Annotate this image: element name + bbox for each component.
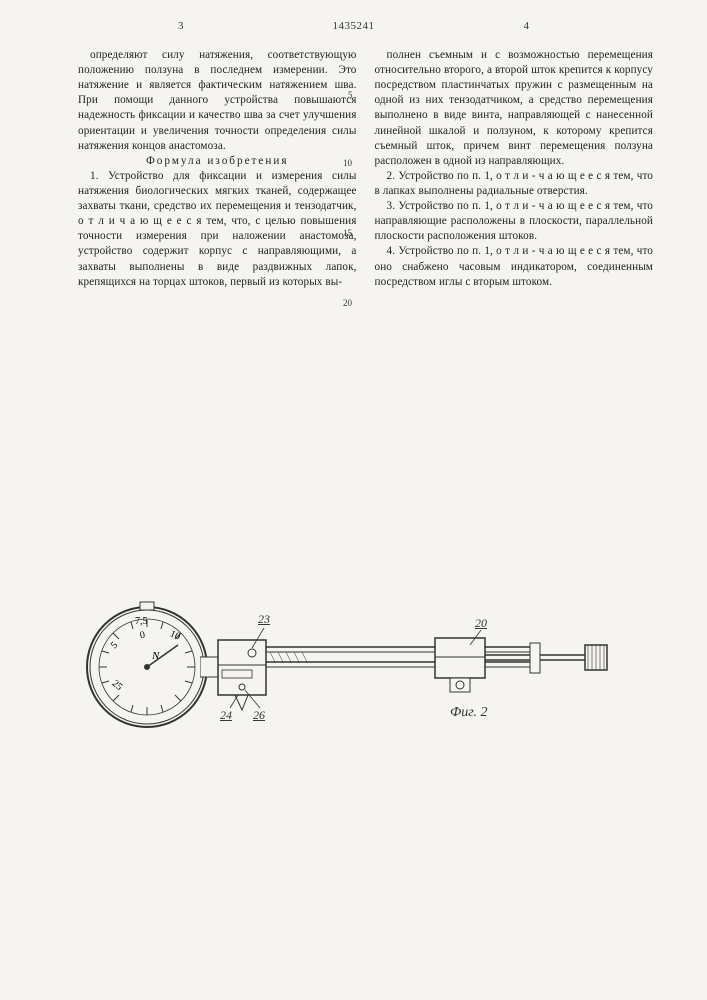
figure-2: 0 25 5 7,5 10 N [80,540,640,780]
left-column: определяют силу натяжения, соответствующ… [78,48,357,290]
leader-lines [80,540,640,780]
paragraph: определяют силу натяжения, соответствующ… [78,48,357,154]
right-column: полнен съемным и с возможностью перемеще… [375,48,654,290]
paragraph: 4. Устройство по п. 1, о т л и - ч а ю щ… [375,244,654,289]
figure-caption: Фиг. 2 [450,705,488,721]
paragraph: 2. Устройство по п. 1, о т л и - ч а ю щ… [375,169,654,199]
paragraph: 1. Устройство для фиксации и измерения с… [78,169,357,290]
paragraph: 3. Устройство по п. 1, о т л и - ч а ю щ… [375,199,654,244]
line-number: 20 [343,298,352,308]
patent-number: 1435241 [333,20,375,32]
formula-heading: Формула изобретения [78,154,357,169]
page-number-left: 3 [178,20,184,32]
text-columns: определяют силу натяжения, соответствующ… [78,48,653,290]
paragraph: полнен съемным и с возможностью перемеще… [375,48,654,169]
patent-page: 3 1435241 4 5 10 15 20 определяют силу н… [0,0,707,1000]
page-number-right: 4 [524,20,530,32]
